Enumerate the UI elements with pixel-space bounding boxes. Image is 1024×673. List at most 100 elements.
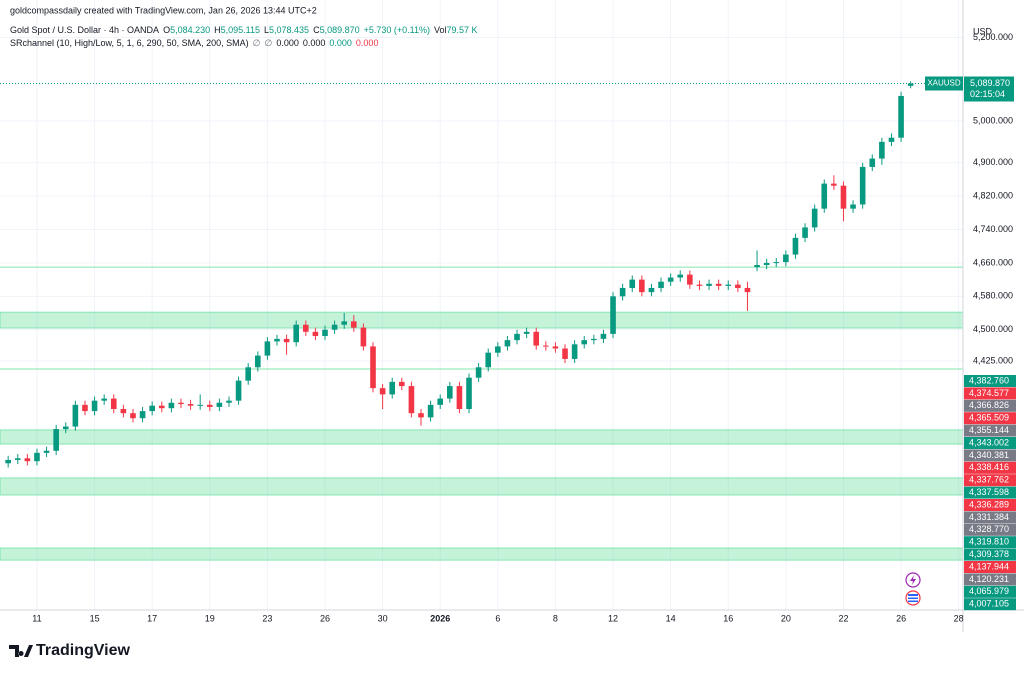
sr-zone [0,429,964,445]
candle-body [351,321,357,328]
candle-body [149,405,155,412]
indicator-value-label: 4,007.105 [969,599,1009,609]
candle-body [302,324,309,332]
candle-body [629,279,636,288]
x-tick-label: 2026 [430,613,450,623]
flag-field [908,594,918,602]
candle-body [696,284,703,286]
indicator-value-box [964,387,1016,400]
x-tick-label: 19 [205,613,215,623]
candle-body [379,388,386,395]
candle-body [879,141,885,159]
ohlc-value: 5,078.435 [269,25,309,35]
candle-body [591,338,597,341]
sr-zone [0,477,964,496]
indicator-value-label: 4,309.378 [969,549,1009,559]
indicator-value-label: 4,137.944 [969,561,1009,571]
sr-zone [0,547,964,561]
candle-body [658,281,664,288]
indicator-value-box [964,486,1016,499]
candle-body [197,404,203,406]
candle-body [562,348,568,359]
candle-body [533,331,540,346]
indicator-value-box [964,523,1016,536]
logo-mark [9,645,33,657]
ohlc-value: 5,084.230 [170,25,210,35]
price-box [964,76,1014,102]
indicator-value-label: 4,337.762 [969,475,1009,485]
ohlc-value: 5,095.115 [221,25,260,35]
indicator-value-box [964,375,1016,387]
attribution: goldcompassdaily created with TradingVie… [10,5,317,15]
candle-body [639,279,645,293]
candle-body [907,83,914,86]
candle-body [735,284,741,288]
candle-body [245,367,251,381]
y-tick-label: 4,660.000 [973,257,1013,267]
candle-body [206,404,213,407]
y-tick-label: 4,580.000 [973,291,1013,301]
y-axis-unit: USD [973,26,993,36]
x-tick-label: 8 [553,613,558,623]
x-tick-label: 16 [723,613,733,623]
candle-body [312,331,319,336]
x-tick-label: 6 [495,613,500,623]
indicator-value-label: 4,120.231 [969,574,1009,584]
candle-body [859,166,866,205]
indicator-value-label: 4,382.760 [969,375,1009,385]
candle-body [283,338,290,343]
candle-body [783,254,789,263]
indicator-value-box [964,424,1016,437]
sr-zone [0,311,964,329]
symbol-box [925,76,963,91]
candle-body [706,283,712,286]
candle-body [437,398,444,405]
indicator-value-box [964,548,1016,561]
candle-body [600,333,607,339]
x-tick-label: 30 [378,613,388,623]
x-tick-label: 15 [90,613,100,623]
candle-body [110,398,117,410]
candle-body [53,429,59,451]
grid [0,0,963,610]
y-tick-label: 5,200.000 [973,32,1013,42]
candle-body [62,426,69,430]
x-tick-label: 22 [838,613,848,623]
ohlc-key: C [313,25,320,35]
candle-body [811,208,818,228]
ohlc-key: H [214,25,221,35]
candle-body [466,377,472,410]
axis-labels: USD 5,200.000 5,000.000 4,900.000 4,820.000… [32,24,1016,623]
candle-body [427,404,434,418]
candle-body [831,183,837,186]
x-tick-label: 28 [954,613,964,623]
candle-body [523,331,530,334]
indicator-value-label: 4,374.577 [969,388,1009,398]
candle-body [725,284,732,286]
zones [0,266,964,561]
indicator-value-box [964,573,1016,586]
candle-body [456,386,463,410]
candle-body [274,338,280,342]
candle-body [850,204,856,209]
indicator-value-box [964,499,1016,511]
logo: TradingView [9,642,131,659]
indicator-value-box [964,561,1016,573]
candle-body [130,413,136,419]
candle-body [254,355,261,368]
indicator-value-label: 4,366.826 [969,400,1009,410]
y-tick-label: 5,000.000 [973,115,1013,125]
candle-body [158,405,165,409]
candle-body [418,413,424,418]
indicator-value-label: 4,065.979 [969,586,1009,596]
x-tick-label: 11 [32,613,41,623]
candle-body [869,158,876,167]
candle-body [399,381,405,387]
x-tick-label: 26 [320,613,330,623]
indicator-value: 0.000 [356,38,379,48]
indicator-value-box [964,598,1016,611]
candle-body [773,262,780,264]
candle-body [331,324,338,330]
